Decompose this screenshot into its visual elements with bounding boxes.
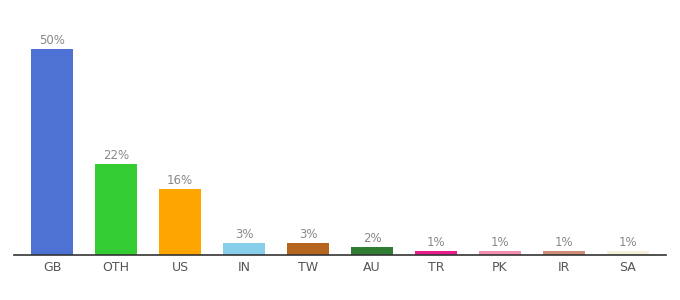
Text: 3%: 3% xyxy=(299,228,318,241)
Bar xyxy=(95,164,137,255)
Bar xyxy=(287,243,329,255)
Text: 22%: 22% xyxy=(103,149,129,162)
Bar xyxy=(543,251,585,255)
Text: 1%: 1% xyxy=(426,236,445,249)
Bar xyxy=(607,251,649,255)
Bar xyxy=(223,243,265,255)
Bar xyxy=(31,49,73,255)
Text: 3%: 3% xyxy=(235,228,253,241)
Text: 16%: 16% xyxy=(167,174,193,187)
Bar xyxy=(479,251,521,255)
Text: 1%: 1% xyxy=(555,236,573,249)
Text: 2%: 2% xyxy=(362,232,381,245)
Text: 1%: 1% xyxy=(491,236,509,249)
Text: 50%: 50% xyxy=(39,34,65,47)
Text: 1%: 1% xyxy=(619,236,637,249)
Bar xyxy=(351,247,393,255)
Bar xyxy=(159,189,201,255)
Bar xyxy=(415,251,457,255)
